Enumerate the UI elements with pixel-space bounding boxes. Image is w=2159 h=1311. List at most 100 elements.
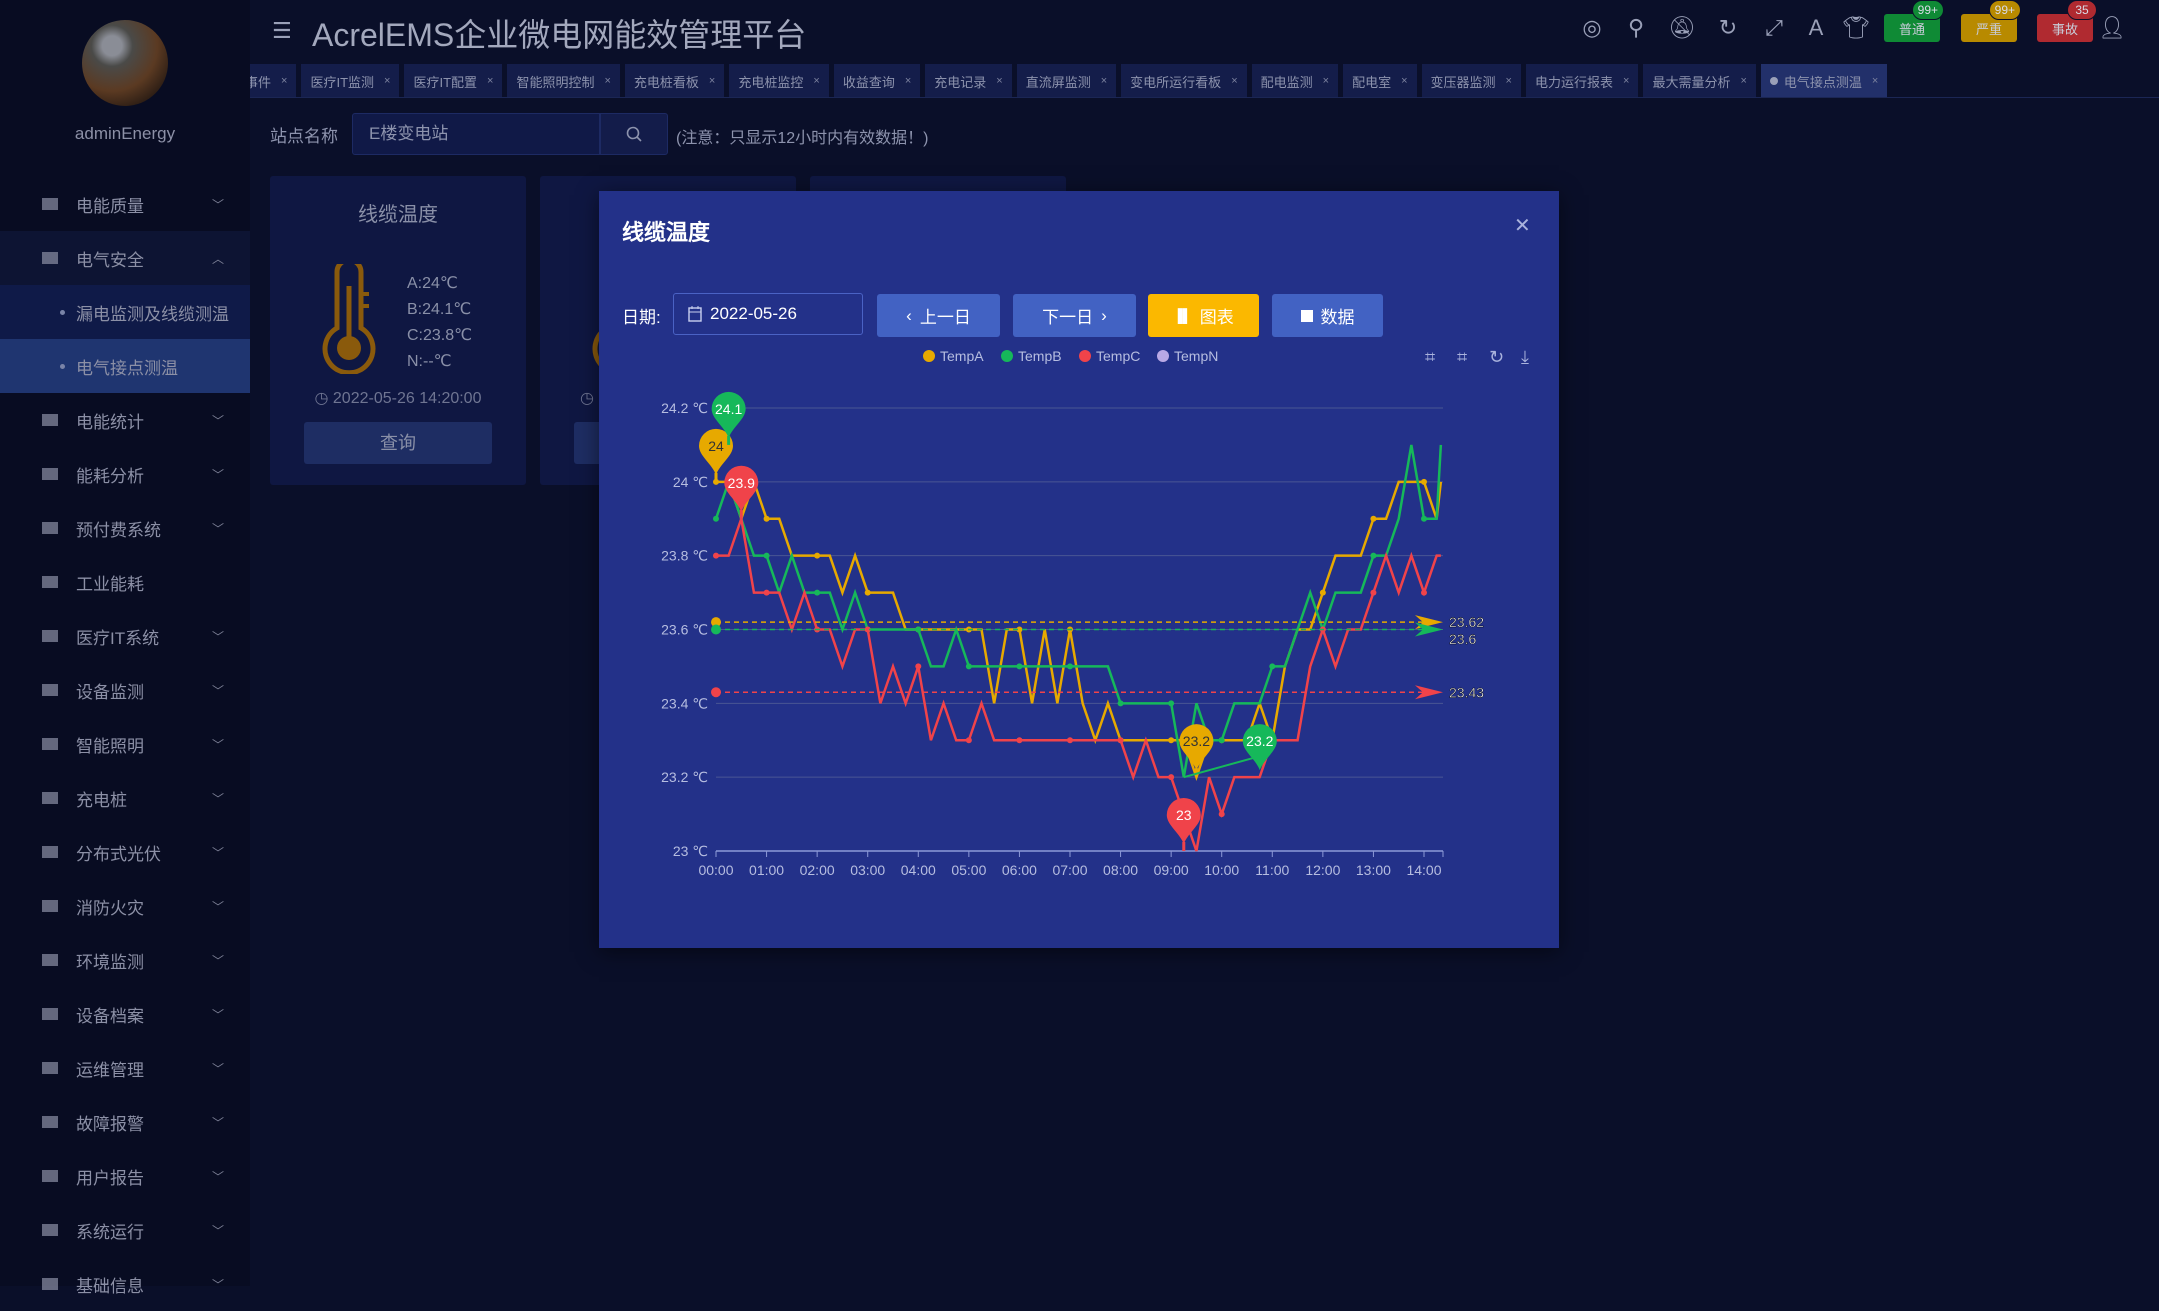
user-icon[interactable]: 👤︎ <box>2098 15 2126 40</box>
sidebar-item[interactable]: 用户报告 ﹀ <box>0 1149 250 1203</box>
tab[interactable]: 电力运行报表 × <box>1525 64 1639 97</box>
zoom-reset-icon[interactable]: ⌗ <box>1457 347 1467 367</box>
data-point[interactable] <box>1370 552 1377 559</box>
sidebar-item[interactable]: 电气安全 ︿ <box>0 231 250 285</box>
close-tab-icon[interactable]: × <box>708 75 716 87</box>
legend-marker[interactable] <box>1157 350 1169 362</box>
legend-label[interactable]: TempC <box>1096 348 1140 364</box>
data-point[interactable] <box>1421 515 1427 522</box>
mark-point[interactable]: 24 <box>699 428 733 482</box>
close-tab-icon[interactable]: × <box>604 75 611 87</box>
close-tab-icon[interactable]: × <box>384 75 391 87</box>
alarm-badge-button[interactable]: 严重 99+ <box>1961 0 2021 42</box>
sidebar-item[interactable]: 设备档案 ﹀ <box>0 987 250 1041</box>
restore-icon[interactable]: ↻ <box>1489 347 1504 367</box>
data-point[interactable] <box>1218 811 1225 818</box>
lifebuoy-icon[interactable]: ◎ <box>1582 15 1602 40</box>
prev-day-button[interactable]: ‹ 上一日 <box>877 294 1000 337</box>
mark-point[interactable]: 23.9 <box>724 465 759 519</box>
alarm-badge-button[interactable]: 事故 35 <box>2037 0 2097 42</box>
download-icon[interactable]: ⤓ <box>1521 347 1529 367</box>
menu-toggle-icon[interactable]: ☰ <box>272 18 292 43</box>
close-tab-icon[interactable]: × <box>281 75 288 87</box>
data-point[interactable] <box>1168 737 1175 744</box>
legend-label[interactable]: TempB <box>1018 348 1062 364</box>
bell-off-icon[interactable]: 🔕︎ <box>1668 15 1696 40</box>
sidebar-item[interactable]: 系统运行 ﹀ <box>0 1203 250 1257</box>
close-icon[interactable]: ✕ <box>1514 215 1531 237</box>
legend-label[interactable]: TempA <box>940 348 984 364</box>
tab[interactable]: 充电桩看板 × <box>624 64 725 97</box>
sidebar-item[interactable]: 消防火灾 ﹀ <box>0 879 250 933</box>
tab[interactable]: 配电监测 × <box>1251 64 1339 97</box>
next-day-button[interactable]: 下一日 › <box>1013 294 1136 337</box>
sidebar-item[interactable]: 电能统计 ﹀ <box>0 393 250 447</box>
tab[interactable]: 事件 × <box>250 64 297 97</box>
data-point[interactable] <box>1016 626 1023 633</box>
data-point[interactable] <box>965 663 972 670</box>
tab[interactable]: 收益查询 × <box>833 64 921 97</box>
data-point[interactable] <box>713 552 719 559</box>
data-point[interactable] <box>1016 737 1023 744</box>
data-point[interactable] <box>713 515 719 522</box>
sidebar-item[interactable]: 电气接点测温 <box>0 339 250 393</box>
data-point[interactable] <box>1421 478 1427 485</box>
tab[interactable]: 医疗IT监测 × <box>301 64 400 97</box>
close-tab-icon[interactable]: × <box>996 75 1003 87</box>
data-point[interactable] <box>1370 515 1377 522</box>
data-point[interactable] <box>864 589 871 596</box>
data-point[interactable] <box>965 737 972 744</box>
data-point[interactable] <box>1117 737 1124 744</box>
date-picker[interactable]: 2022-05-26 <box>673 293 863 335</box>
tab[interactable]: 变压器监测 × <box>1421 64 1521 97</box>
legend-marker[interactable] <box>923 350 935 362</box>
sidebar-item[interactable]: 医疗IT系统 ﹀ <box>0 609 250 663</box>
tab[interactable]: 直流屏监测 × <box>1016 64 1117 97</box>
alarm-badge-button[interactable]: 普通 99+ <box>1884 0 1944 42</box>
tab[interactable]: 充电桩监控 × <box>729 64 829 97</box>
legend-marker[interactable] <box>1001 350 1013 362</box>
sidebar-item[interactable]: 漏电监测及线缆测温 <box>0 285 250 339</box>
close-tab-icon[interactable]: × <box>813 75 820 87</box>
data-point[interactable] <box>1269 663 1276 670</box>
sidebar-item[interactable]: 分布式光伏 ﹀ <box>0 825 250 879</box>
sidebar-item[interactable]: 环境监测 ﹀ <box>0 933 250 987</box>
tab[interactable]: 电气接点测温 × <box>1760 64 1888 97</box>
data-point[interactable] <box>915 663 922 670</box>
station-search-button[interactable] <box>600 113 668 155</box>
close-tab-icon[interactable]: × <box>1505 75 1512 87</box>
sidebar-item[interactable]: 电能质量 ﹀ <box>0 177 250 231</box>
data-point[interactable] <box>1067 737 1073 744</box>
sidebar-item[interactable]: 故障报警 ﹀ <box>0 1095 250 1149</box>
data-point[interactable] <box>1421 589 1427 596</box>
close-tab-icon[interactable]: × <box>1871 75 1879 87</box>
tab[interactable]: 智能照明控制 × <box>507 64 620 97</box>
data-point[interactable] <box>763 515 770 522</box>
data-point[interactable] <box>1168 774 1175 781</box>
data-point[interactable] <box>1117 700 1124 707</box>
font-size-icon[interactable]: A <box>1808 15 1824 40</box>
legend-label[interactable]: TempN <box>1174 348 1218 364</box>
sidebar-item[interactable]: 设备监测 ﹀ <box>0 663 250 717</box>
sidebar-item[interactable]: 基础信息 ﹀ <box>0 1257 250 1311</box>
sidebar-item[interactable]: 预付费系统 ﹀ <box>0 501 250 555</box>
close-tab-icon[interactable]: × <box>1322 75 1330 87</box>
data-point[interactable] <box>1168 700 1175 707</box>
sidebar-item[interactable]: 运维管理 ﹀ <box>0 1041 250 1095</box>
close-tab-icon[interactable]: × <box>1100 75 1108 87</box>
chart-view-button[interactable]: ▐▌ 图表 <box>1148 294 1259 337</box>
tab[interactable]: 最大需量分析 × <box>1643 64 1756 97</box>
refresh-icon[interactable]: ↻ <box>1718 15 1738 40</box>
mark-point[interactable]: 24.1 <box>711 391 746 445</box>
close-tab-icon[interactable]: × <box>1740 75 1747 87</box>
legend-marker[interactable] <box>1079 350 1091 362</box>
fullscreen-icon[interactable]: ⤢ <box>1765 15 1783 40</box>
close-tab-icon[interactable]: × <box>1623 75 1630 87</box>
tab[interactable]: 变电所运行看板 × <box>1121 64 1247 97</box>
tab[interactable]: 医疗IT配置 × <box>404 64 503 97</box>
search-icon[interactable]: ⚲ <box>1627 15 1645 40</box>
mark-point[interactable]: 23.2 <box>1179 724 1214 778</box>
data-point[interactable] <box>814 552 821 559</box>
close-tab-icon[interactable]: × <box>487 75 494 87</box>
query-button[interactable]: 查询 <box>304 422 492 464</box>
